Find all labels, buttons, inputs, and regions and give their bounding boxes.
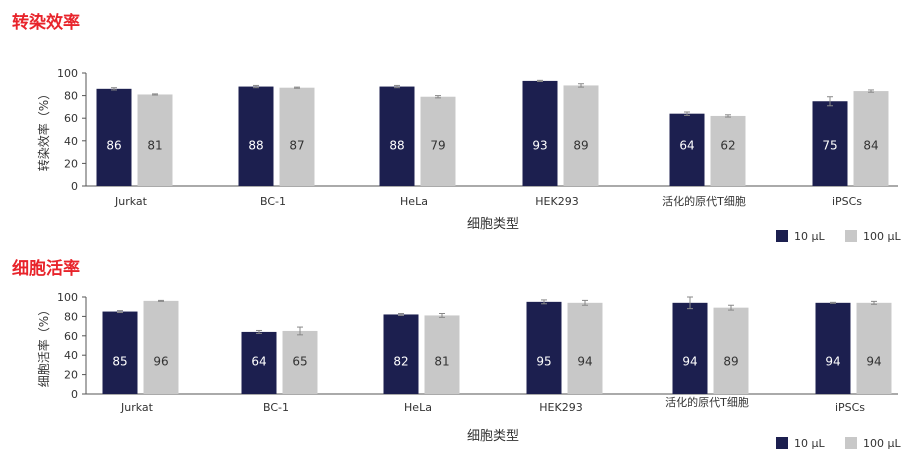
y-tick-label: 0 (71, 388, 78, 401)
data-label: 94 (866, 355, 881, 369)
bar-10ul (526, 301, 562, 394)
bar-100ul (282, 330, 318, 394)
data-label: 93 (532, 139, 547, 153)
bar-10ul (96, 88, 132, 186)
bar-100ul (143, 300, 179, 394)
category-label: HEK293 (539, 401, 582, 414)
data-label: 86 (106, 139, 121, 153)
y-tick-label: 80 (64, 310, 78, 323)
data-label: 81 (147, 139, 162, 153)
data-label: 64 (679, 139, 694, 153)
legend-swatch-100ul (845, 230, 857, 242)
y-tick-label: 40 (64, 135, 78, 148)
data-label: 88 (389, 139, 404, 153)
legend-swatch-10ul (776, 437, 788, 449)
category-label: 活化的原代T细胞 (662, 194, 746, 208)
bar-100ul (567, 302, 603, 394)
category-label: 活化的原代T细胞 (665, 395, 749, 409)
category-label: iPSCs (832, 195, 862, 208)
category-label: HeLa (404, 401, 432, 414)
y-tick-label: 60 (64, 112, 78, 125)
data-label: 64 (251, 355, 266, 369)
bar-10ul (238, 86, 274, 186)
category-label: HEK293 (535, 195, 578, 208)
data-label: 89 (573, 139, 588, 153)
data-label: 75 (822, 139, 837, 153)
legend-label-100ul: 100 μL (863, 230, 901, 243)
category-label: Jurkat (114, 195, 148, 208)
bar-10ul (815, 302, 851, 394)
data-label: 94 (682, 355, 697, 369)
y-tick-label: 100 (57, 67, 78, 80)
bar-100ul (856, 302, 892, 394)
data-label: 96 (153, 355, 168, 369)
data-label: 65 (292, 355, 307, 369)
bar-10ul (241, 331, 277, 394)
data-label: 85 (112, 355, 127, 369)
bar-10ul (672, 302, 708, 394)
category-label: BC-1 (260, 195, 286, 208)
bar-100ul (279, 87, 315, 186)
bar-10ul (669, 113, 705, 186)
bar-10ul (522, 80, 558, 186)
y-axis-label: 细胞活率（%） (36, 304, 51, 387)
bar-100ul (853, 91, 889, 186)
data-label: 94 (825, 355, 840, 369)
bar-10ul (379, 86, 415, 186)
data-label: 79 (430, 139, 445, 153)
y-tick-label: 40 (64, 349, 78, 362)
y-tick-label: 20 (64, 369, 78, 382)
bar-100ul (137, 94, 173, 186)
x-axis-label: 细胞类型 (467, 217, 519, 232)
bar-10ul (102, 311, 138, 394)
category-label: Jurkat (120, 401, 154, 414)
legend-label-100ul: 100 μL (863, 437, 901, 450)
category-label: BC-1 (263, 401, 289, 414)
y-tick-label: 100 (57, 291, 78, 304)
data-label: 87 (289, 139, 304, 153)
data-label: 95 (536, 355, 551, 369)
data-label: 88 (248, 139, 263, 153)
bar-10ul (383, 314, 419, 394)
bar-100ul (563, 85, 599, 186)
data-label: 89 (723, 355, 738, 369)
y-tick-label: 20 (64, 157, 78, 170)
y-axis-label: 转染效率（%） (36, 88, 51, 171)
bar-100ul (424, 315, 460, 394)
data-label: 81 (434, 355, 449, 369)
bar-10ul (812, 101, 848, 186)
chart-1-title: 转染效率 (12, 13, 80, 33)
y-tick-label: 60 (64, 330, 78, 343)
data-label: 82 (393, 355, 408, 369)
data-label: 94 (577, 355, 592, 369)
y-tick-label: 80 (64, 90, 78, 103)
data-label: 62 (720, 139, 735, 153)
category-label: iPSCs (835, 401, 865, 414)
category-label: HeLa (400, 195, 428, 208)
chart-2-title: 细胞活率 (12, 259, 80, 279)
legend-swatch-100ul (845, 437, 857, 449)
bar-100ul (420, 96, 456, 186)
data-label: 84 (863, 139, 878, 153)
legend-label-10ul: 10 μL (794, 230, 825, 243)
bar-100ul (713, 307, 749, 394)
y-tick-label: 0 (71, 180, 78, 193)
x-axis-label: 细胞类型 (467, 429, 519, 444)
legend-label-10ul: 10 μL (794, 437, 825, 450)
legend-swatch-10ul (776, 230, 788, 242)
bar-100ul (710, 115, 746, 186)
